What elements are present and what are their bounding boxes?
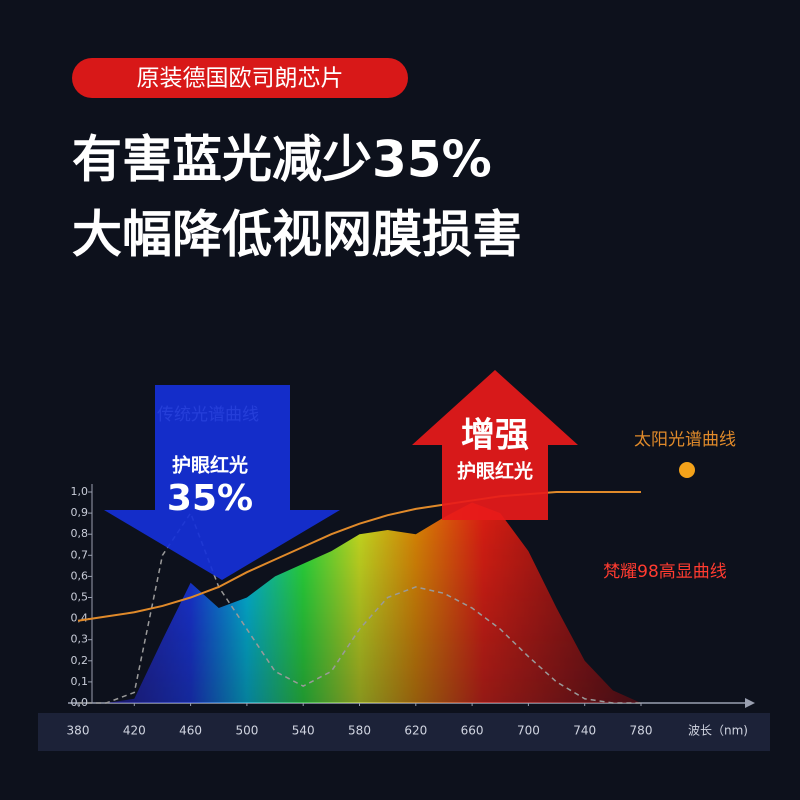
annotation: 增强 [461, 416, 529, 456]
y-tick-label: 0,4 [71, 612, 89, 625]
x-tick-label: 500 [235, 724, 258, 738]
badge [72, 58, 408, 98]
y-tick-label: 0,8 [71, 527, 89, 540]
traditional-curve [78, 511, 641, 704]
series-label: 太阳光谱曲线 [634, 430, 736, 450]
y-tick-label: 0,1 [71, 675, 89, 688]
annotation: 护眼红光 [172, 454, 248, 477]
badge-text: 原装德国欧司朗芯片 [137, 66, 344, 92]
x-axis-band [38, 713, 770, 751]
headline: 有害蓝光减少35% [72, 131, 492, 189]
x-tick-label: 540 [292, 724, 315, 738]
x-tick-label: 660 [461, 724, 484, 738]
headline: 大幅降低视网膜损害 [72, 206, 522, 264]
y-tick-label: 0,5 [71, 591, 89, 604]
y-tick-label: 0,7 [71, 548, 89, 561]
x-tick-label: 420 [123, 724, 146, 738]
spectrum-area [78, 502, 641, 703]
x-axis-label: 波长（nm) [688, 724, 748, 738]
y-tick-label: 0,9 [71, 506, 89, 519]
x-tick-label: 460 [179, 724, 202, 738]
x-axis-arrow [745, 698, 755, 708]
x-tick-label: 380 [67, 724, 90, 738]
y-tick-label: 0,2 [71, 654, 89, 667]
annotation: 护眼红光 [457, 460, 533, 483]
red-arrow [412, 370, 578, 520]
y-tick-label: 0,6 [71, 569, 89, 582]
x-tick-label: 780 [630, 724, 653, 738]
sun-icon [679, 462, 695, 478]
x-tick-label: 620 [404, 724, 427, 738]
annotation: 35% [167, 478, 253, 519]
blue-arrow [104, 385, 340, 580]
x-tick-label: 700 [517, 724, 540, 738]
x-tick-label: 740 [573, 724, 596, 738]
series-label: 梵耀98高显曲线 [603, 562, 727, 582]
y-tick-label: 1,0 [71, 485, 89, 498]
y-tick-label: 0,3 [71, 633, 89, 646]
x-tick-label: 580 [348, 724, 371, 738]
